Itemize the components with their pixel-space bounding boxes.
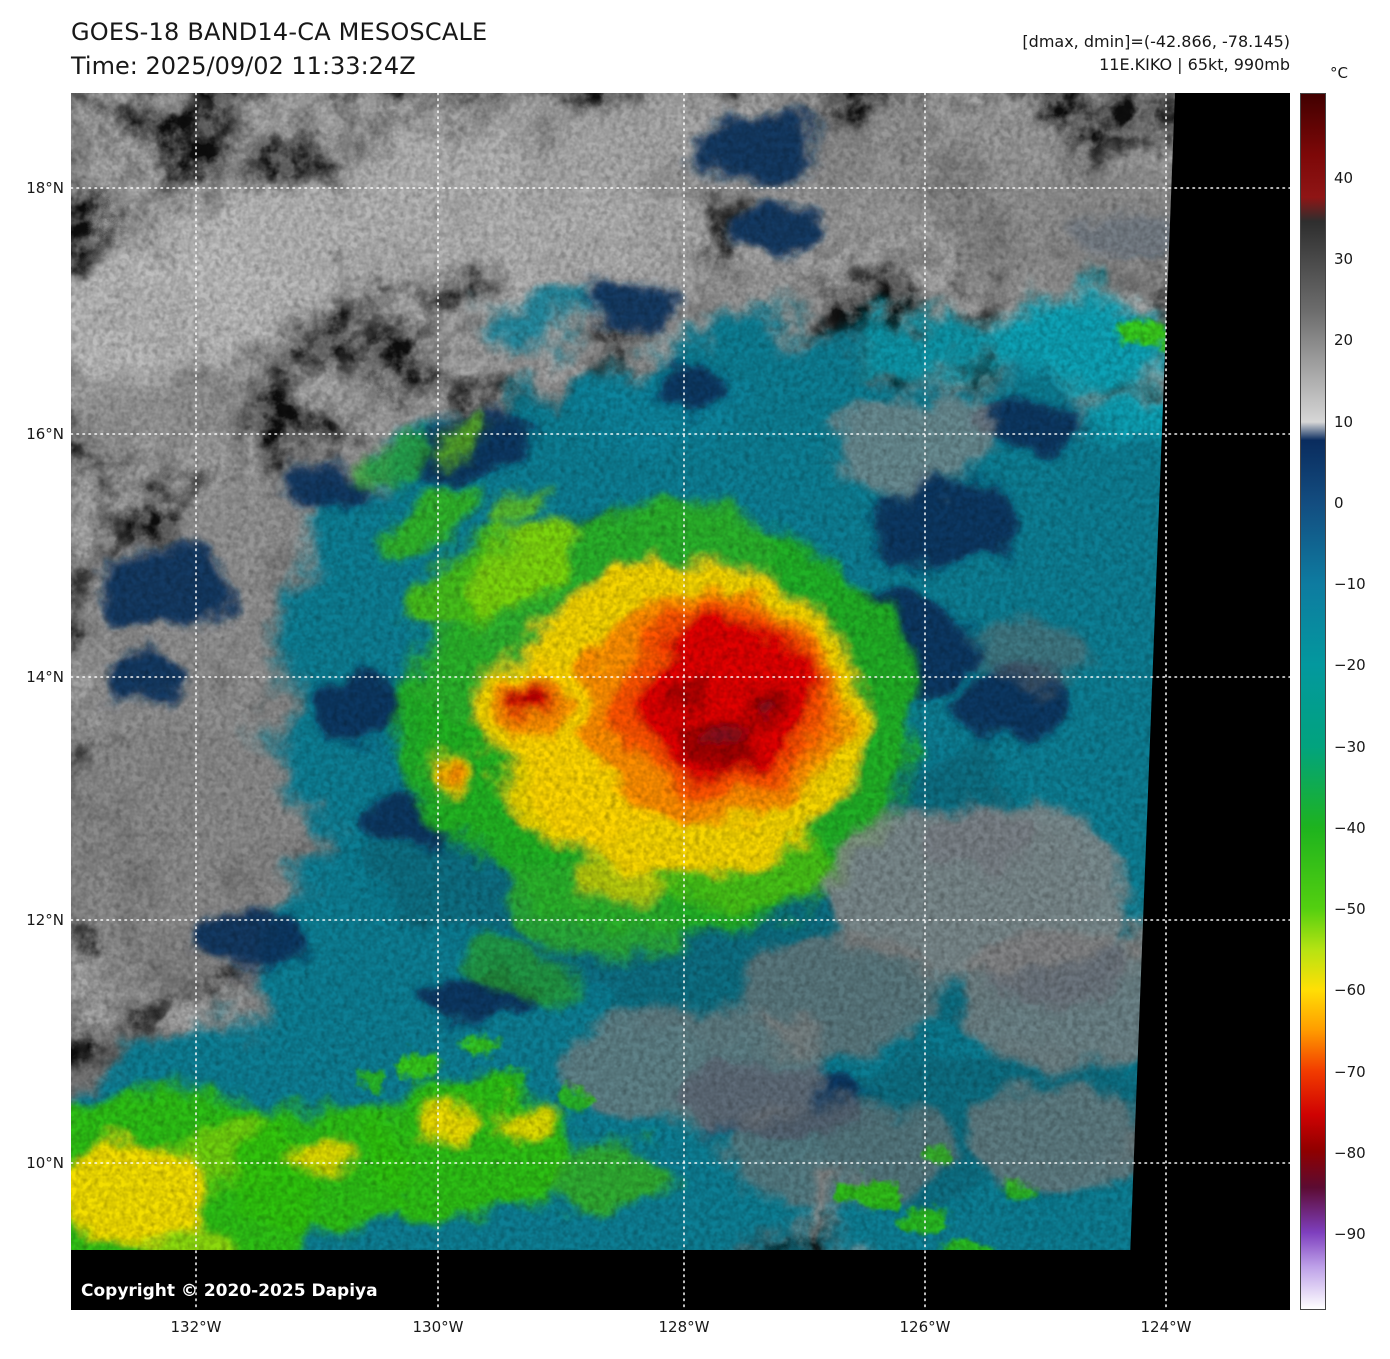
lon-tick-label: 128°W: [658, 1318, 710, 1336]
scan-edge-black-bottom: [71, 1250, 1290, 1310]
colorbar: [1300, 93, 1326, 1310]
colorbar-tick-label: −90: [1334, 1224, 1366, 1243]
colorbar-tick-label: 20: [1334, 331, 1354, 350]
colorbar-tick-label: −20: [1334, 656, 1366, 675]
lat-tick-label: 18°N: [26, 179, 64, 197]
image-grain: [71, 93, 1290, 1310]
plot-title: GOES-18 BAND14-CA MESOSCALE: [71, 18, 488, 46]
lat-tick-label: 12°N: [26, 911, 64, 929]
colorbar-tick-label: 10: [1334, 412, 1354, 431]
colorbar-tick-label: −30: [1334, 737, 1366, 756]
plot-timestamp: Time: 2025/09/02 11:33:24Z: [71, 52, 416, 80]
colorbar-tick-label: 0: [1334, 493, 1344, 512]
satellite-map: Copyright © 2020-2025 Dapiya: [71, 93, 1290, 1310]
satellite-image: [71, 93, 1290, 1310]
lon-tick-label: 126°W: [899, 1318, 951, 1336]
storm-info: 11E.KIKO | 65kt, 990mb: [1099, 55, 1290, 74]
header-left: GOES-18 BAND14-CA MESOSCALE Time: 2025/0…: [71, 18, 487, 80]
colorbar-tick-label: −50: [1334, 900, 1366, 919]
scan-edge-black-wedge: [1128, 93, 1290, 1310]
colorbar-tick-label: −80: [1334, 1143, 1366, 1162]
colorbar-unit-label: °C: [1330, 64, 1348, 82]
lat-tick-label: 16°N: [26, 425, 64, 443]
colorbar-tick-label: −10: [1334, 575, 1366, 594]
dmax-dmin-readout: [dmax, dmin]=(-42.866, -78.145): [1022, 32, 1290, 51]
colorbar-tick-label: 30: [1334, 250, 1354, 269]
gridlines: [71, 93, 1290, 1310]
lat-tick-label: 10°N: [26, 1154, 64, 1172]
colorbar-tick-label: −70: [1334, 1062, 1366, 1081]
copyright-text: Copyright © 2020-2025 Dapiya: [81, 1281, 378, 1301]
colorbar-tick-label: −60: [1334, 981, 1366, 1000]
lon-tick-label: 130°W: [412, 1318, 464, 1336]
lat-tick-label: 14°N: [26, 668, 64, 686]
lon-tick-label: 132°W: [170, 1318, 222, 1336]
colorbar-tick-label: 40: [1334, 169, 1354, 187]
colorbar-tick-label: −40: [1334, 818, 1366, 837]
header-right: [dmax, dmin]=(-42.866, -78.145) 11E.KIKO…: [1022, 32, 1290, 74]
lon-tick-label: 124°W: [1140, 1318, 1192, 1336]
